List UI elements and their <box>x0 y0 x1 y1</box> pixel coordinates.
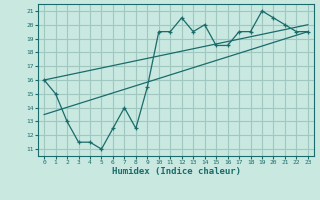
X-axis label: Humidex (Indice chaleur): Humidex (Indice chaleur) <box>111 167 241 176</box>
